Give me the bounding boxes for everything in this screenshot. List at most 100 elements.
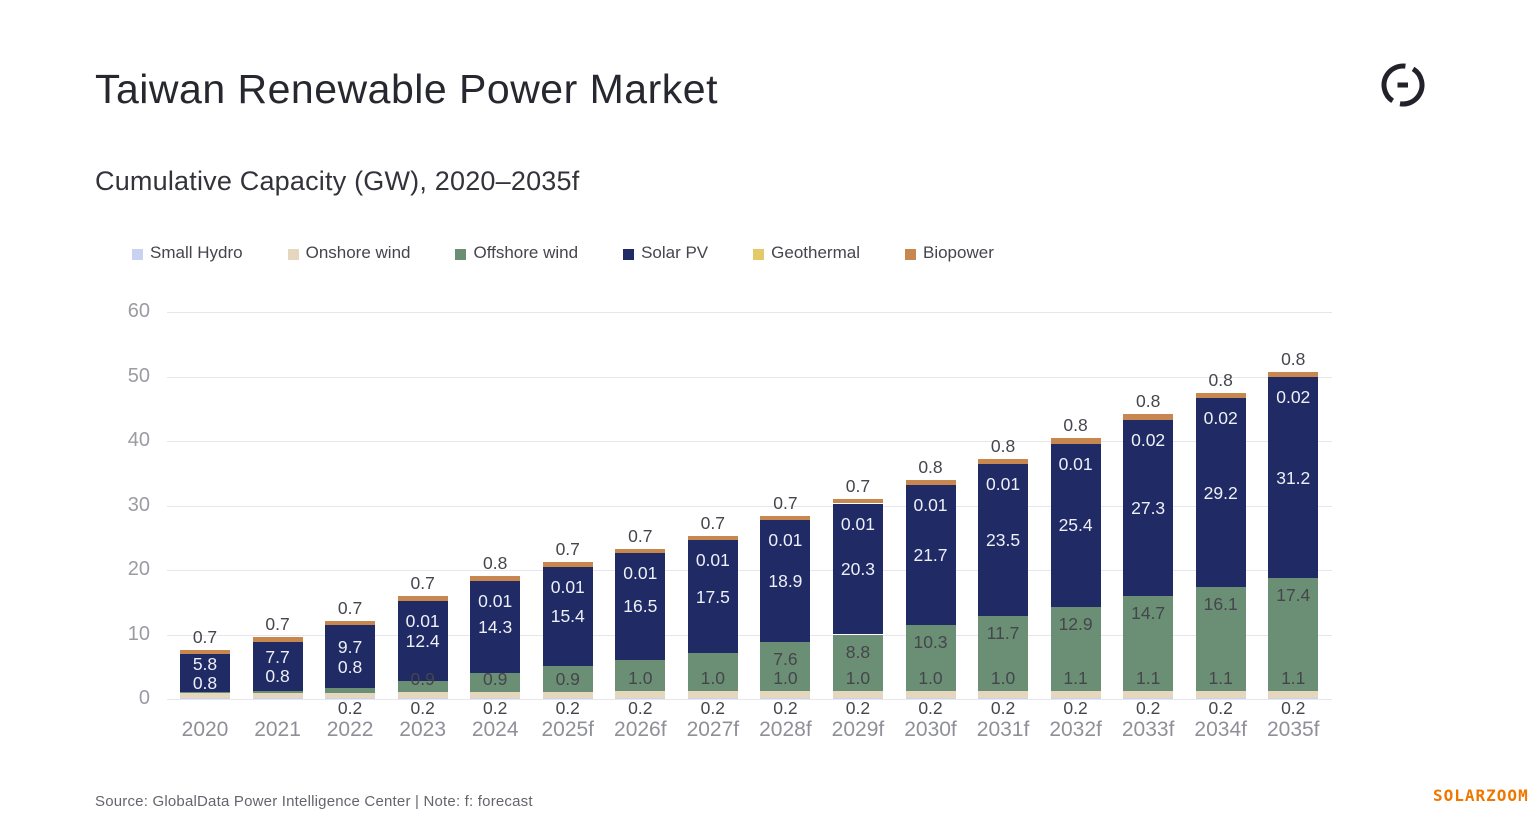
bar-value-label: 0.2 [628, 698, 653, 718]
y-tick-label: 40 [127, 429, 150, 451]
bar-value-label: 0.7 [265, 614, 290, 635]
bar-segment-small-hydro [542, 697, 593, 699]
bar-segment-small-hydro [905, 697, 956, 699]
bar-value-label: 29.2 [1203, 482, 1238, 503]
bar-segment-small-hydro [760, 697, 811, 699]
legend-label: Geothermal [771, 243, 860, 262]
bar-segment-offshore-wind [615, 659, 666, 692]
bar-segment-offshore-wind [905, 624, 956, 692]
bar-value-label: 8.8 [845, 641, 871, 662]
bar-value-label: 0.01 [768, 530, 803, 551]
bar-segment-offshore-wind [1050, 607, 1101, 691]
legend-swatch-icon [753, 248, 765, 260]
legend-swatch-icon [132, 248, 143, 260]
legend-item-offshore-wind: Offshore wind [455, 243, 578, 263]
bar-segment-offshore-wind [397, 680, 448, 692]
y-gridline [167, 376, 1332, 378]
bar-segment-onshore-wind [1050, 690, 1101, 698]
bar-value-label: 0.9 [555, 668, 580, 689]
bar-segment-onshore-wind [615, 691, 666, 698]
x-axis-label: 2025f [541, 718, 595, 741]
solarzoom-watermark: SOLARZOOM [1433, 786, 1529, 805]
page-subtitle: Cumulative Capacity (GW), 2020–2035f [95, 166, 580, 196]
bar-value-label: 1.1 [1281, 667, 1306, 688]
bar-segment-biopower [978, 458, 1029, 465]
y-gridline [167, 441, 1332, 442]
bar-value-label: 7.7 [265, 646, 290, 667]
bar-value-label: 0.2 [483, 698, 508, 718]
bar-segment-small-hydro [397, 697, 448, 699]
bar-segment-biopower [687, 535, 738, 541]
bar-value-label: 9.7 [337, 637, 363, 658]
bar-value-label: 10.3 [913, 631, 948, 652]
y-tick-label: 20 [127, 558, 150, 580]
bar-segment-solar-pv [542, 566, 593, 667]
y-tick-label: 50 [127, 364, 150, 387]
bar-segment-biopower [252, 637, 303, 642]
globaldata-logo-icon [1381, 63, 1425, 107]
bar-segment-small-hydro [325, 697, 376, 699]
bar-segment-onshore-wind [252, 692, 303, 698]
bar-segment-offshore-wind [832, 634, 883, 692]
bar-value-label: 0.01 [913, 494, 948, 515]
legend-swatch-icon [623, 248, 635, 260]
bar-segment-small-hydro [252, 697, 303, 699]
bar-value-label: 0.01 [405, 610, 440, 631]
bar-value-label: 1.0 [918, 668, 943, 689]
bar-value-label: 7.6 [773, 649, 798, 670]
legend-label: Solar PV [641, 243, 709, 262]
x-axis-label: 2023 [399, 718, 446, 741]
x-axis-label: 2031f [976, 718, 1030, 741]
bar-value-label: 21.7 [913, 544, 948, 565]
bar-segment-solar-pv [397, 600, 448, 681]
legend-item-biopower: Biopower [904, 243, 994, 263]
bar-value-label: 17.5 [695, 586, 730, 607]
bar-value-label: 0.2 [773, 698, 798, 718]
y-gridline [167, 634, 1332, 636]
bar-value-label: 12.4 [405, 630, 440, 651]
bar-segment-biopower [470, 575, 521, 581]
y-gridline [167, 699, 1332, 700]
bar-value-label: 0.01 [840, 513, 875, 534]
bar-segment-onshore-wind [1268, 690, 1319, 698]
bar-value-label: 25.4 [1058, 515, 1093, 536]
bar-value-label: 0.7 [337, 597, 363, 618]
bar-value-label: 0.01 [1058, 453, 1093, 474]
legend-swatch-icon [455, 248, 467, 260]
bar-segment-offshore-wind [542, 666, 593, 692]
bar-value-label: 1.0 [628, 668, 653, 689]
x-axis-label: 2024 [471, 718, 519, 741]
bar-value-label: 0.2 [1281, 698, 1306, 718]
bar-value-label: 0.7 [410, 573, 435, 594]
bar-value-label: 0.2 [1063, 698, 1088, 718]
bar-segment-small-hydro [832, 697, 883, 699]
bar-segment-offshore-wind [1268, 578, 1319, 691]
bar-value-label: 0.9 [483, 668, 508, 689]
bar-value-label: 14.7 [1131, 602, 1166, 623]
bar-value-label: 0.8 [1208, 370, 1233, 391]
bar-value-label: 31.2 [1276, 467, 1311, 488]
bar-segment-small-hydro [1195, 697, 1246, 699]
bar-value-label: 0.2 [1208, 698, 1233, 718]
x-axis-label: 2022 [326, 718, 374, 741]
legend-item-geothermal: Geothermal [753, 243, 860, 263]
bar-value-label: 1.0 [773, 668, 798, 689]
bar-segment-solar-pv [760, 520, 811, 643]
bar-segment-biopower [542, 562, 593, 567]
legend-swatch-icon [287, 248, 299, 260]
bar-segment-biopower [180, 649, 230, 655]
bar-segment-biopower [1268, 371, 1319, 377]
bar-value-label: 0.8 [990, 435, 1016, 456]
bar-segment-small-hydro [978, 697, 1029, 699]
bar-value-label: 14.3 [478, 617, 513, 638]
bar-value-label: 0.9 [410, 668, 435, 689]
bar-value-label: 17.4 [1276, 585, 1311, 606]
bar-segment-small-hydro [687, 697, 738, 699]
bar-value-label: 0.7 [192, 626, 218, 647]
x-axis-label: 2034f [1194, 718, 1247, 741]
bar-segment-biopower [760, 515, 811, 521]
x-axis-label: 2027f [686, 718, 740, 741]
x-axis-label: 2021 [254, 718, 301, 741]
bar-value-label: 1.1 [1135, 667, 1161, 688]
bar-value-label: 1.0 [990, 668, 1016, 689]
